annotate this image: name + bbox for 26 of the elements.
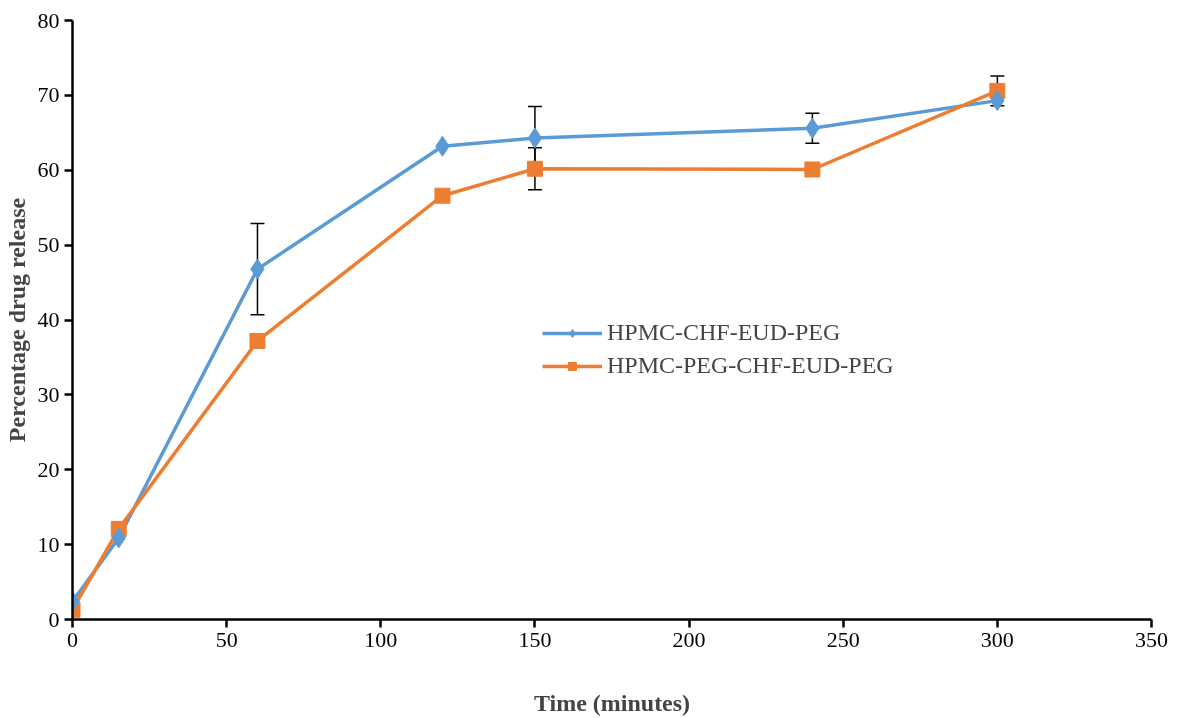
y-tick-label: 0 [48, 606, 60, 632]
x-axis-title: Time (minutes) [533, 689, 691, 716]
y-tick-label: 20 [37, 456, 60, 482]
y-axis-title: Percentage drug release [3, 197, 30, 443]
point [527, 127, 543, 149]
y-tick-label: 70 [37, 82, 60, 108]
y-tick-label: 40 [37, 307, 60, 332]
x-tick-label: 300 [980, 626, 1014, 652]
y-tick-label: 30 [37, 381, 60, 407]
y-tick-label: 80 [37, 7, 60, 33]
x-tick-label: 200 [672, 626, 706, 652]
point [434, 187, 451, 204]
y-tick-label: 60 [37, 157, 60, 183]
x-tick-label: 250 [826, 626, 860, 652]
x-tick-label: 150 [518, 626, 552, 652]
legend-label: HPMC-PEG-CHF-EUD-PEG [607, 352, 894, 379]
x-tick-label: 350 [1135, 626, 1168, 652]
y-tick-label: 50 [37, 232, 60, 258]
point [526, 160, 543, 177]
x-tick-label: 100 [364, 626, 398, 652]
x-tick-label: 50 [215, 626, 238, 652]
point [804, 161, 821, 178]
legend-label: HPMC-CHF-EUD-PEG [607, 319, 841, 346]
x-tick-label: 0 [67, 626, 78, 652]
y-tick-label: 10 [37, 531, 60, 557]
point [249, 332, 266, 349]
